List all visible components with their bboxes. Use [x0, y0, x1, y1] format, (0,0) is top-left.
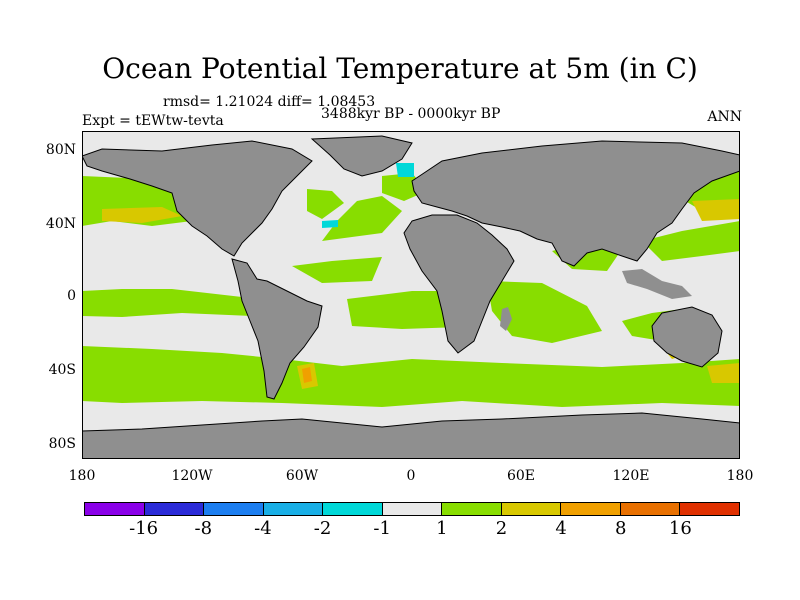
colorbar-label: -4	[254, 518, 272, 539]
colorbar-label: 8	[614, 518, 627, 539]
colorbar-label: 4	[555, 518, 567, 539]
colorbar-label: -2	[313, 518, 332, 539]
colorbar-swatch	[382, 503, 443, 515]
season-label: ANN	[707, 109, 742, 125]
colorbar-label: -1	[373, 518, 391, 539]
colorbar-label: -16	[129, 518, 159, 539]
map-title: Ocean Potential Temperature at 5m (in C)	[102, 52, 698, 85]
colorbar-swatch	[144, 503, 205, 515]
colorbar-swatch	[620, 503, 681, 515]
stats-text: rmsd= 1.21024 diff= 1.08453	[163, 94, 376, 110]
longitude-tick: 180	[726, 468, 754, 484]
map-border	[82, 131, 740, 459]
colorbar-swatch	[561, 503, 621, 515]
latitude-tick: 40N	[45, 216, 76, 232]
latitude-tick: 0	[67, 288, 76, 304]
world-map	[82, 131, 740, 459]
latitude-tick: 40S	[48, 362, 76, 378]
longitude-tick: 0	[406, 468, 416, 484]
colorbar-label: 16	[668, 518, 692, 539]
colorbar	[84, 502, 740, 516]
longitude-tick: 120W	[171, 468, 213, 484]
latitude-tick: 80S	[48, 436, 76, 452]
longitude-tick: 180	[68, 468, 96, 484]
map-panel	[82, 131, 740, 459]
experiment-label: Expt = tEWtw-tevta	[82, 113, 224, 129]
coastlines	[82, 135, 740, 432]
longitude-tick: 60E	[506, 468, 536, 484]
colorbar-swatch	[263, 503, 324, 515]
colorbar-swatch	[204, 503, 264, 515]
colorbar-label: 1	[436, 518, 448, 539]
land-masses	[82, 136, 740, 459]
colorbar-swatch	[442, 503, 502, 515]
anomaly-cool-regions	[322, 163, 414, 228]
longitude-tick: 60W	[285, 468, 319, 484]
latitude-tick: 80N	[45, 142, 76, 158]
colorbar-swatch	[680, 503, 740, 515]
colorbar-swatch	[501, 503, 562, 515]
colorbar-label: -8	[194, 518, 213, 539]
colorbar-swatch	[323, 503, 383, 515]
colorbar-label: 2	[495, 518, 508, 539]
period-label: 3488kyr BP - 0000kyr BP	[321, 106, 501, 122]
colorbar-swatch	[85, 503, 145, 515]
longitude-tick: 120E	[612, 468, 650, 484]
